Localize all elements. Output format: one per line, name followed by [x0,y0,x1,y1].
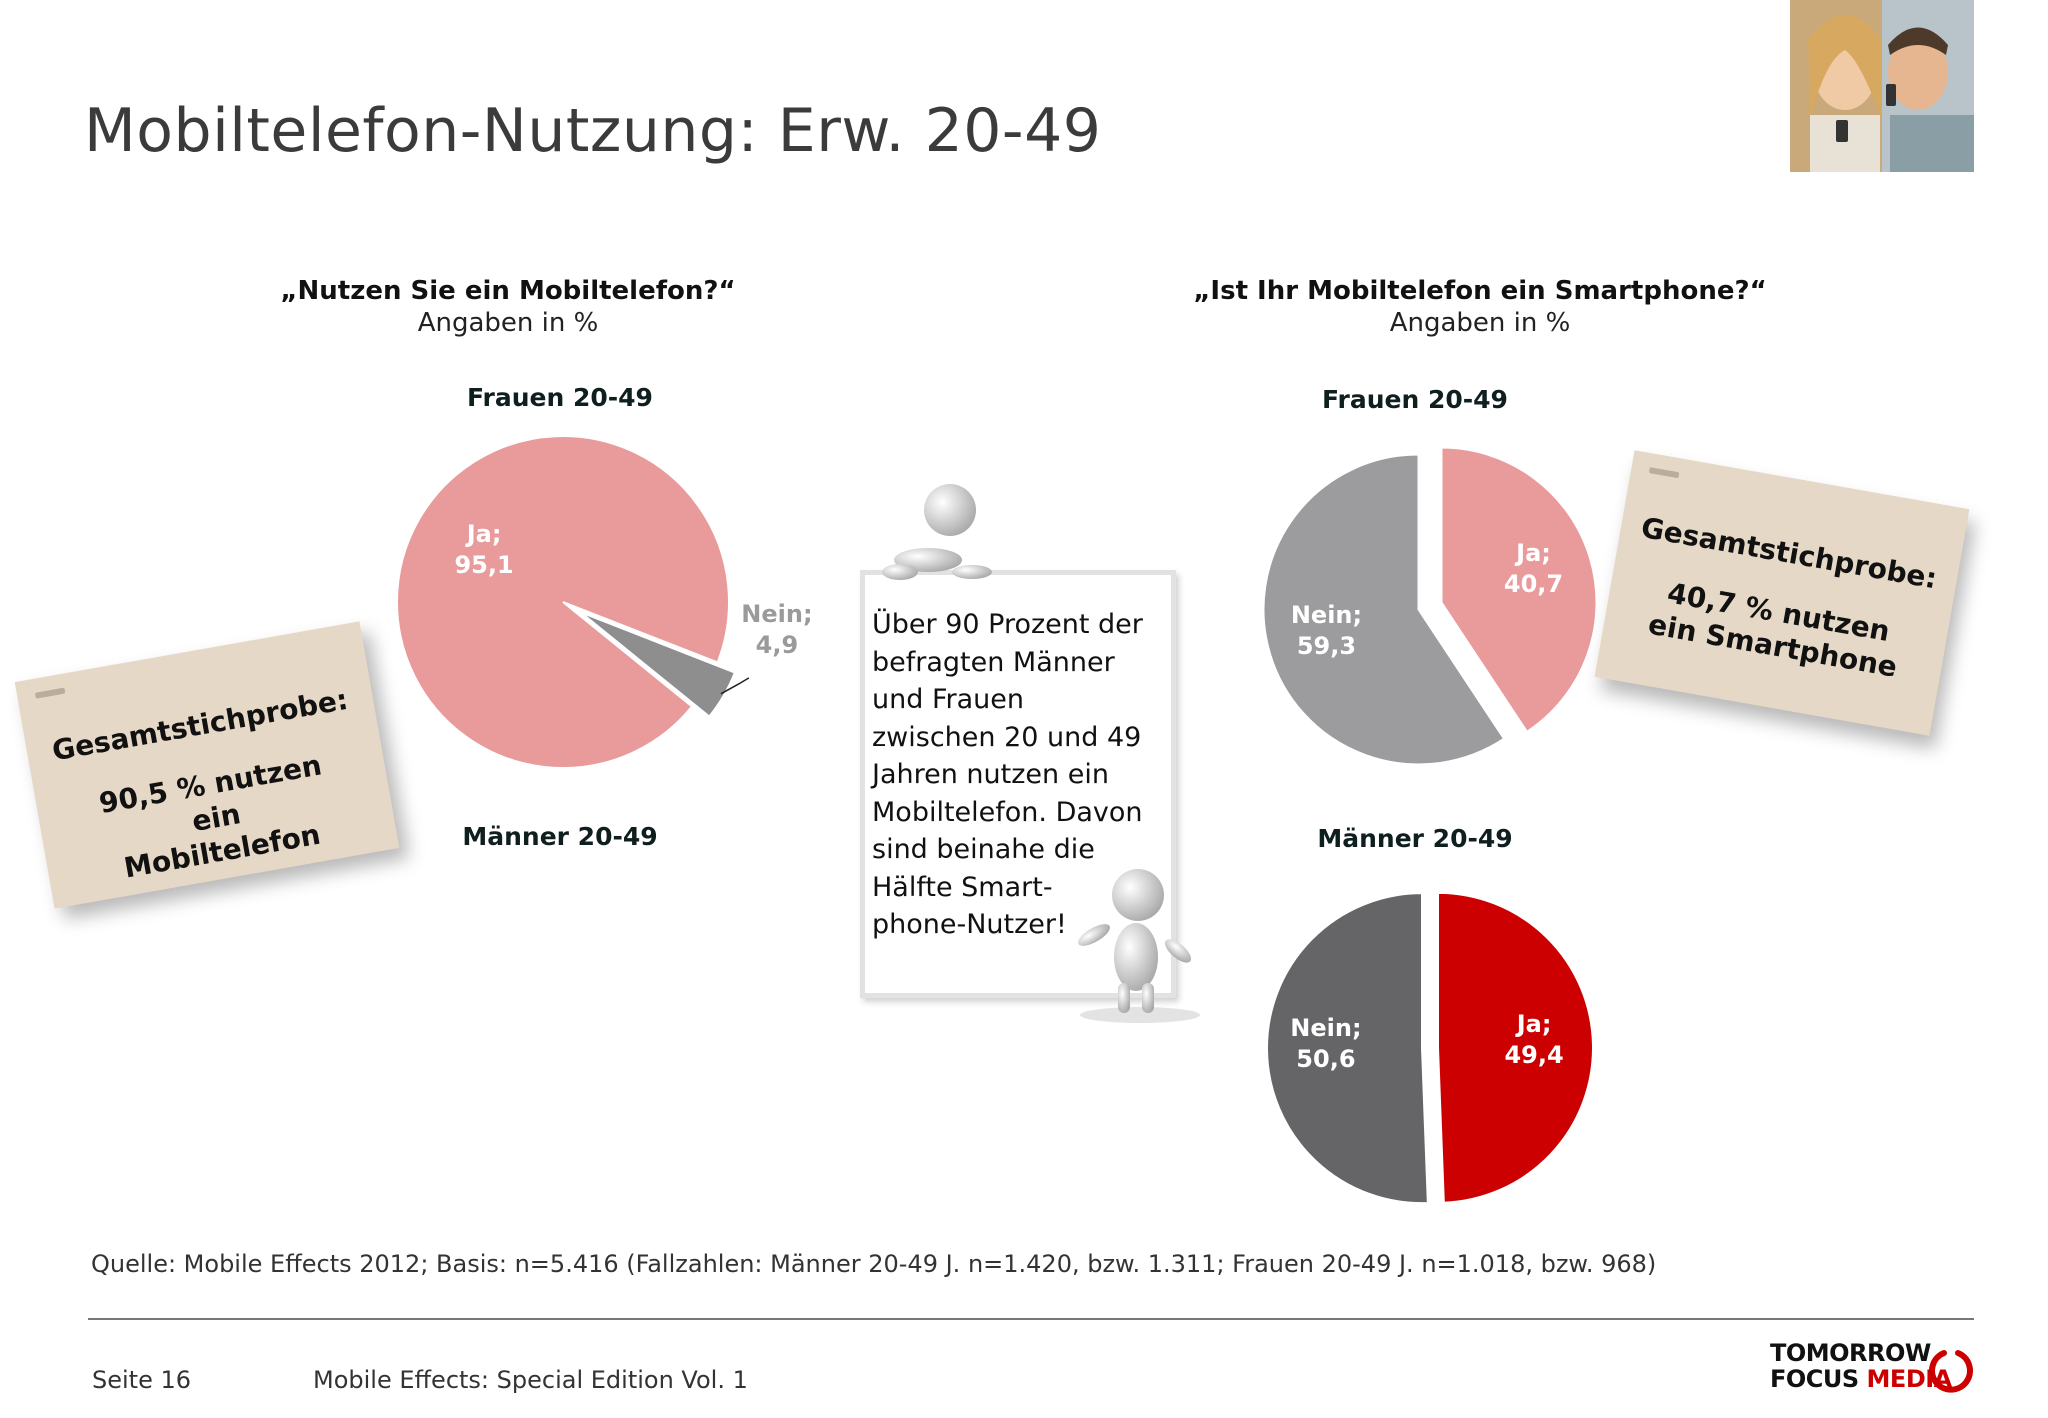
pie-slice-nein [1262,453,1506,766]
left-unit-note: Angaben in % [417,308,599,338]
left-question-title: „Nutzen Sie ein Mobiltelefon?“ [280,276,736,306]
pie-label-ja: Ja; [1514,539,1551,567]
tomorrow-focus-media-logo: TOMORROW FOCUS MEDIA [1770,1340,1980,1400]
logo-text-top: TOMORROW [1770,1339,1931,1367]
right-unit-note: Angaben in % [1389,308,1571,338]
pie-label-nein: Nein; [741,600,812,628]
source-note: Quelle: Mobile Effects 2012; Basis: n=5.… [91,1250,1657,1278]
pie-value-nein: 50,6 [1296,1045,1355,1073]
pie-value-ja: 95,1 [454,551,513,579]
logo-ring-icon [1929,1350,1973,1393]
chart-1-group-label: Männer 20-49 [462,822,658,851]
edition-label: Mobile Effects: Special Edition Vol. 1 [313,1366,748,1394]
message-board [860,570,1176,998]
pie-slice-nein [1266,892,1429,1205]
couple-with-phones-photo [1790,0,1974,172]
chart-0-group-label: Frauen 20-49 [467,383,653,412]
board-text: Über 90 Prozent der befragten Männer und… [872,609,1143,940]
right-note-body: 40,7 % nutzen ein Smartphone [1645,576,1900,684]
page-title: Mobiltelefon-Nutzung: Erw. 20-49 [84,96,1102,166]
right-question-title: „Ist Ihr Mobiltelefon ein Smartphone?“ [1193,276,1767,306]
footer-divider [88,1318,1974,1320]
pie-slice-nein [579,611,737,718]
pie-label-ja: Ja; [1515,1010,1552,1038]
pie-slice-ja [1437,891,1595,1204]
3d-figure-icon [1078,869,1200,1023]
pie-label-ja: Ja; [465,520,502,548]
pie-value-ja: 40,7 [1504,570,1563,598]
logo-text-focus: FOCUS [1770,1365,1859,1393]
pie-label-nein: Nein; [1291,601,1362,629]
pie-chart-smartphone-men: Ja; 49,4 Nein; 50,6 [1266,891,1595,1205]
page-number: Seite 16 [92,1366,192,1394]
pie-value-nein: 4,9 [756,631,799,659]
pie-slice-ja [1440,446,1598,734]
3d-figure-icon [882,484,992,580]
note-tape-mark [1648,467,1680,479]
pie-label-nein: Nein; [1290,1014,1361,1042]
pie-value-ja: 49,4 [1504,1041,1563,1069]
label-leader-line [720,677,750,695]
pie-slice-ja [396,435,730,769]
note-tape-mark [34,687,66,699]
pie-chart-mobile-use-women: Ja; 95,1 Nein; 4,9 [396,435,813,769]
chart-3-group-label: Männer 20-49 [1317,824,1513,853]
pie-chart-smartphone-women: Ja; 40,7 Nein; 59,3 [1262,446,1598,766]
chart-2-group-label: Frauen 20-49 [1322,385,1508,414]
pie-value-nein: 59,3 [1297,632,1356,660]
